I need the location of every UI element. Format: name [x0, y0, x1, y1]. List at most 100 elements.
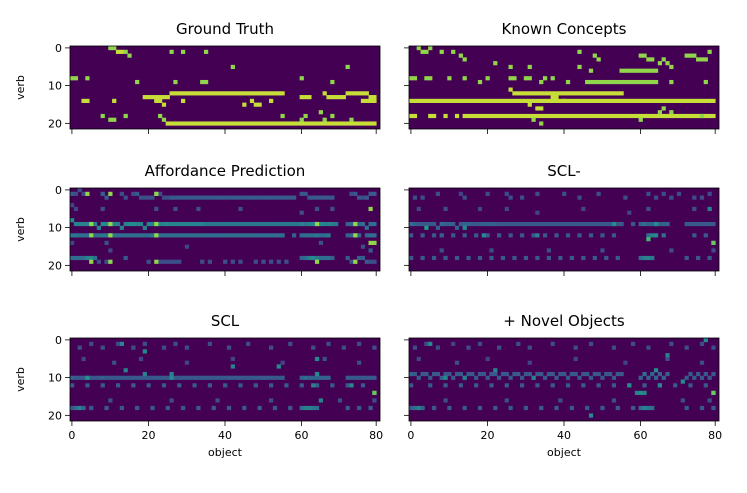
heatmap-cell	[676, 113, 682, 119]
heatmap-cell	[238, 91, 243, 96]
heatmap-cell	[477, 113, 483, 119]
heatmap-cell	[493, 405, 498, 411]
heatmap-cell	[642, 383, 647, 388]
heatmap-cell	[249, 375, 255, 380]
heatmap-cell	[443, 383, 448, 388]
heatmap-cell	[619, 68, 624, 73]
heatmap-cell	[372, 398, 377, 403]
heatmap-cell	[326, 255, 331, 261]
heatmap-cell	[85, 98, 90, 103]
heatmap-cell	[284, 195, 289, 200]
heatmap-cell	[257, 195, 262, 200]
heatmap-cell	[615, 98, 620, 103]
heatmap-cell	[165, 95, 170, 100]
heatmap-cell	[89, 255, 94, 261]
heatmap-cell	[360, 98, 366, 103]
heatmap-cell	[447, 405, 452, 411]
heatmap-cell	[611, 91, 617, 96]
heatmap-cell	[150, 405, 155, 411]
heatmap-cell	[165, 195, 170, 200]
heatmap-cell	[466, 98, 471, 103]
heatmap-cell	[314, 405, 320, 411]
heatmap-cell	[108, 117, 113, 122]
heatmap-cell	[104, 195, 109, 200]
heatmap-cell	[154, 221, 159, 227]
heatmap-cell	[519, 195, 525, 200]
heatmap-cell	[711, 240, 716, 245]
heatmap-cell	[542, 76, 548, 81]
heatmap-cell	[673, 113, 678, 119]
heatmap-cell	[596, 57, 601, 62]
heatmap-cell	[562, 113, 567, 119]
heatmap-cell	[562, 191, 567, 196]
heatmap-cell	[180, 121, 186, 126]
heatmap-cell	[550, 95, 555, 100]
heatmap-cell	[661, 113, 666, 119]
heatmap-cell	[565, 91, 571, 96]
heatmap-cell	[420, 49, 425, 54]
heatmap-cell	[169, 121, 174, 126]
heatmap-cell	[242, 233, 247, 238]
heatmap-cell	[158, 98, 163, 103]
heatmap-cell	[223, 91, 228, 96]
heatmap-cell	[100, 191, 105, 196]
heatmap-cell	[184, 233, 190, 238]
heatmap-cell	[330, 195, 335, 200]
heatmap-cell	[569, 91, 574, 96]
heatmap-cell	[169, 195, 174, 200]
heatmap-cell	[196, 233, 201, 238]
heatmap-cell	[588, 375, 594, 380]
heatmap-cell	[696, 57, 701, 62]
heatmap-cell	[360, 375, 366, 380]
heatmap-cell	[334, 95, 339, 100]
heatmap-cell	[431, 113, 437, 119]
x-axis-label: object	[547, 446, 582, 459]
heatmap-cell	[177, 233, 182, 238]
heatmap-cell	[554, 113, 559, 119]
heatmap-cell	[284, 383, 289, 388]
heatmap-cell	[314, 121, 320, 126]
heatmap-cell	[230, 91, 235, 96]
heatmap-cell	[276, 195, 281, 200]
heatmap-cell	[558, 91, 563, 96]
heatmap-cell	[546, 91, 552, 96]
heatmap-cell	[554, 221, 559, 227]
heatmap-cell	[481, 233, 486, 238]
heatmap-cell	[653, 98, 659, 103]
heatmap-cell	[150, 195, 155, 200]
heatmap-cell	[669, 110, 674, 115]
heatmap-cell	[238, 121, 243, 126]
heatmap-cell	[272, 195, 278, 200]
heatmap-cell	[284, 221, 289, 227]
heatmap-cell	[131, 191, 136, 196]
heatmap-cell	[207, 233, 213, 238]
heatmap-cell	[646, 68, 651, 73]
heatmap-cell	[77, 221, 82, 227]
heatmap-cell	[627, 68, 632, 73]
heatmap-cell	[504, 113, 509, 119]
heatmap-cell	[280, 91, 285, 96]
heatmap-cell	[684, 53, 689, 58]
heatmap-cell	[368, 206, 373, 212]
heatmap-cell	[96, 259, 102, 264]
heatmap-cell	[638, 255, 643, 261]
heatmap-cell	[314, 221, 320, 227]
heatmap-cell	[630, 221, 636, 227]
heatmap-cell	[481, 221, 486, 227]
heatmap-cell	[519, 91, 525, 96]
heatmap-cell	[535, 210, 540, 215]
y-tick-label: 10	[48, 80, 62, 93]
heatmap-cell	[565, 98, 571, 103]
heatmap-cell	[630, 68, 636, 73]
heatmap-cell	[416, 98, 421, 103]
heatmap-cell	[539, 371, 544, 377]
heatmap-cell	[577, 375, 582, 380]
heatmap-cell	[108, 248, 113, 253]
heatmap-cell	[581, 91, 586, 96]
heatmap-cell	[219, 121, 224, 126]
heatmap-cell	[527, 76, 532, 81]
heatmap-cell	[146, 221, 151, 227]
heatmap-cell	[112, 233, 117, 238]
heatmap-cell	[345, 121, 350, 126]
heatmap-cell	[474, 233, 479, 238]
